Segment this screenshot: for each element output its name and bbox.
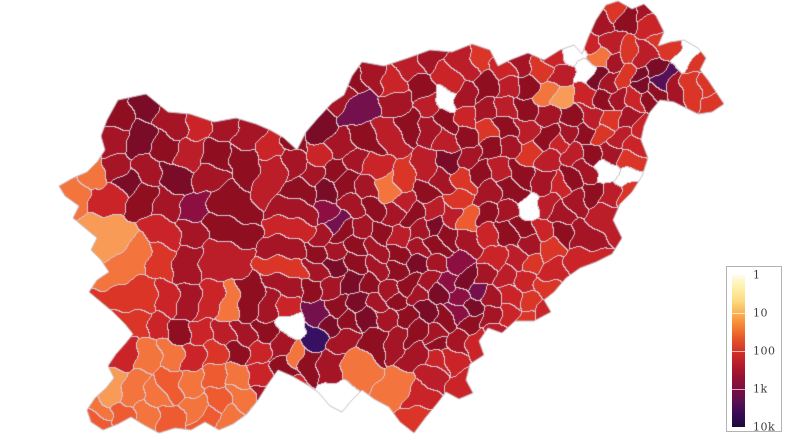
- legend-label-100: 100: [753, 344, 776, 358]
- legend-label-1k: 1k: [753, 382, 768, 396]
- legend-label-10k: 10k: [753, 420, 776, 434]
- color-scale-legend: 1 10 100 1k 10k: [726, 266, 782, 434]
- legend-tick: [732, 389, 745, 390]
- legend-tick: [732, 351, 745, 352]
- legend-label-1: 1: [753, 268, 761, 282]
- legend-tick: [732, 313, 745, 314]
- legend-label-10: 10: [753, 306, 768, 320]
